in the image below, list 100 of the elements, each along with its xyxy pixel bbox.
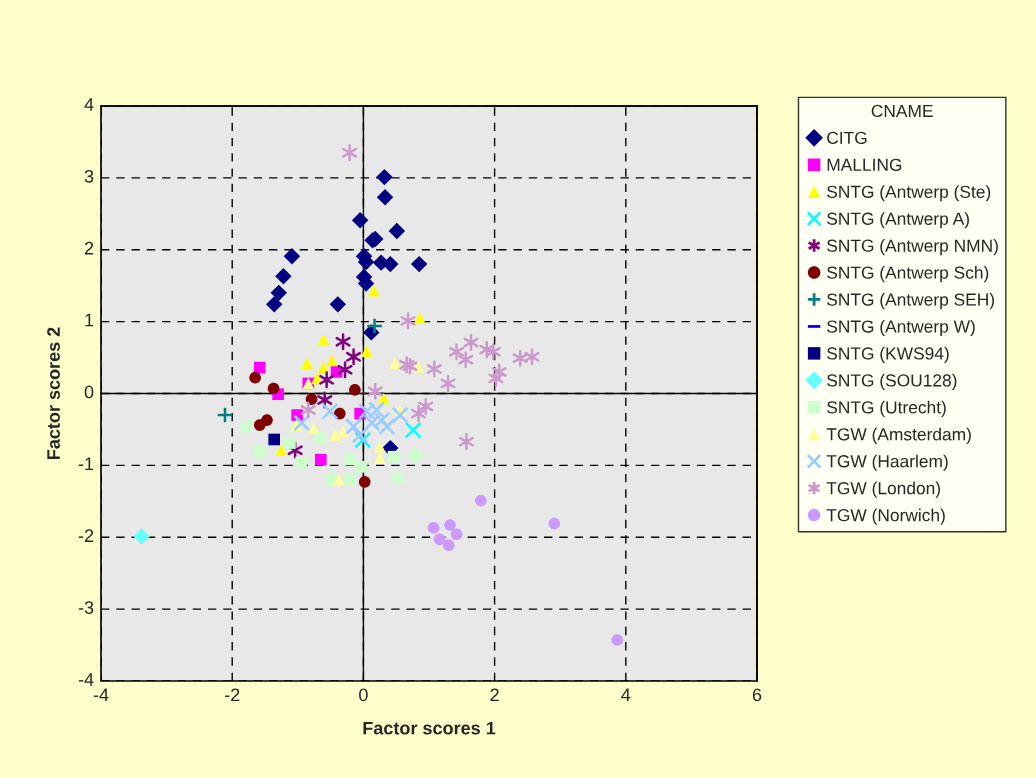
point: [611, 634, 624, 646]
x-tick-label: 0: [359, 688, 368, 702]
point: [301, 357, 313, 370]
point: [319, 371, 335, 389]
point: [268, 433, 280, 446]
legend-label: TGW (Haarlem): [826, 454, 948, 471]
point: [360, 345, 373, 357]
point: [400, 312, 416, 330]
legend-label: SNTG (Antwerp A): [827, 212, 969, 229]
y-tick-label: 0: [84, 385, 94, 399]
legend-label: TGW (Amsterdam): [826, 427, 971, 444]
x-tick-label: 4: [621, 688, 631, 702]
legend-label: SNTG (Antwerp (Ste): [827, 185, 991, 202]
point: [351, 212, 369, 229]
point: [293, 414, 311, 432]
point: [488, 369, 504, 387]
legend-title: CNAME: [871, 104, 933, 118]
x-tick-label: -4: [93, 688, 109, 702]
point: [305, 393, 318, 406]
point: [450, 528, 463, 541]
point: [333, 407, 346, 420]
point: [307, 422, 320, 434]
point: [388, 222, 406, 240]
y-tick-label: -4: [78, 673, 94, 686]
point: [326, 354, 338, 367]
point: [442, 539, 455, 551]
point: [344, 453, 357, 466]
point: [240, 420, 253, 433]
x-tick-label: 6: [752, 688, 762, 702]
point: [449, 343, 465, 361]
y-axis-title: Factor scores 2: [47, 327, 60, 459]
point: [410, 449, 422, 462]
point: [440, 374, 456, 392]
point: [332, 473, 345, 486]
point: [458, 351, 474, 369]
legend-label: CITG: [827, 131, 867, 145]
point: [345, 418, 363, 436]
y-tick-label: 1: [85, 313, 94, 327]
point: [335, 333, 351, 351]
point: [295, 456, 307, 469]
point: [376, 189, 394, 206]
point: [374, 452, 386, 464]
point: [284, 437, 296, 449]
point: [314, 453, 327, 466]
y-tick-label: -3: [78, 601, 94, 614]
point: [349, 384, 361, 396]
point: [283, 247, 301, 265]
point: [418, 397, 434, 415]
point: [300, 401, 316, 419]
point: [351, 426, 369, 444]
point: [475, 494, 487, 507]
point: [265, 296, 283, 313]
point: [376, 168, 393, 186]
point: [311, 372, 323, 385]
point: [329, 429, 342, 441]
point: [524, 348, 540, 366]
point: [410, 255, 428, 273]
legend-label: TGW (London): [826, 481, 940, 498]
point: [367, 382, 383, 400]
point: [275, 444, 288, 457]
legend-label: TGW (Norwich): [826, 508, 945, 525]
point: [270, 284, 287, 302]
point: [444, 519, 456, 531]
point: [427, 522, 440, 534]
legend-label: SNTG (Antwerp SEH): [827, 292, 995, 310]
point: [485, 343, 501, 361]
point: [355, 460, 368, 473]
point: [373, 411, 391, 429]
point: [367, 401, 386, 419]
point: [344, 473, 357, 486]
point: [392, 472, 404, 485]
point: [317, 333, 330, 346]
y-tick-label: -2: [78, 529, 94, 542]
point: [267, 382, 280, 395]
point: [358, 402, 376, 420]
y-tick-label: -1: [78, 457, 94, 471]
point: [414, 312, 426, 324]
point: [216, 406, 234, 424]
point: [329, 296, 347, 313]
point: [548, 517, 561, 530]
point: [433, 533, 446, 546]
point: [426, 360, 442, 378]
point: [253, 361, 266, 374]
point: [253, 445, 265, 458]
legend-label: SNTG (Antwerp NMN): [827, 239, 998, 256]
point: [314, 432, 326, 444]
point: [346, 348, 362, 366]
point: [410, 405, 427, 423]
point: [337, 361, 353, 379]
point: [321, 402, 339, 420]
legend-label: SNTG (KWS94): [827, 346, 949, 364]
point: [404, 421, 422, 439]
legend-label: SNTG (Utrecht): [827, 400, 946, 417]
point: [412, 361, 425, 373]
x-axis-title: Factor scores 1: [363, 721, 496, 735]
point: [275, 268, 292, 285]
y-tick-label: 3: [84, 169, 94, 183]
legend-label: SNTG (Antwerp W): [827, 319, 975, 337]
point: [374, 440, 386, 453]
y-tick-label: 2: [84, 241, 94, 255]
